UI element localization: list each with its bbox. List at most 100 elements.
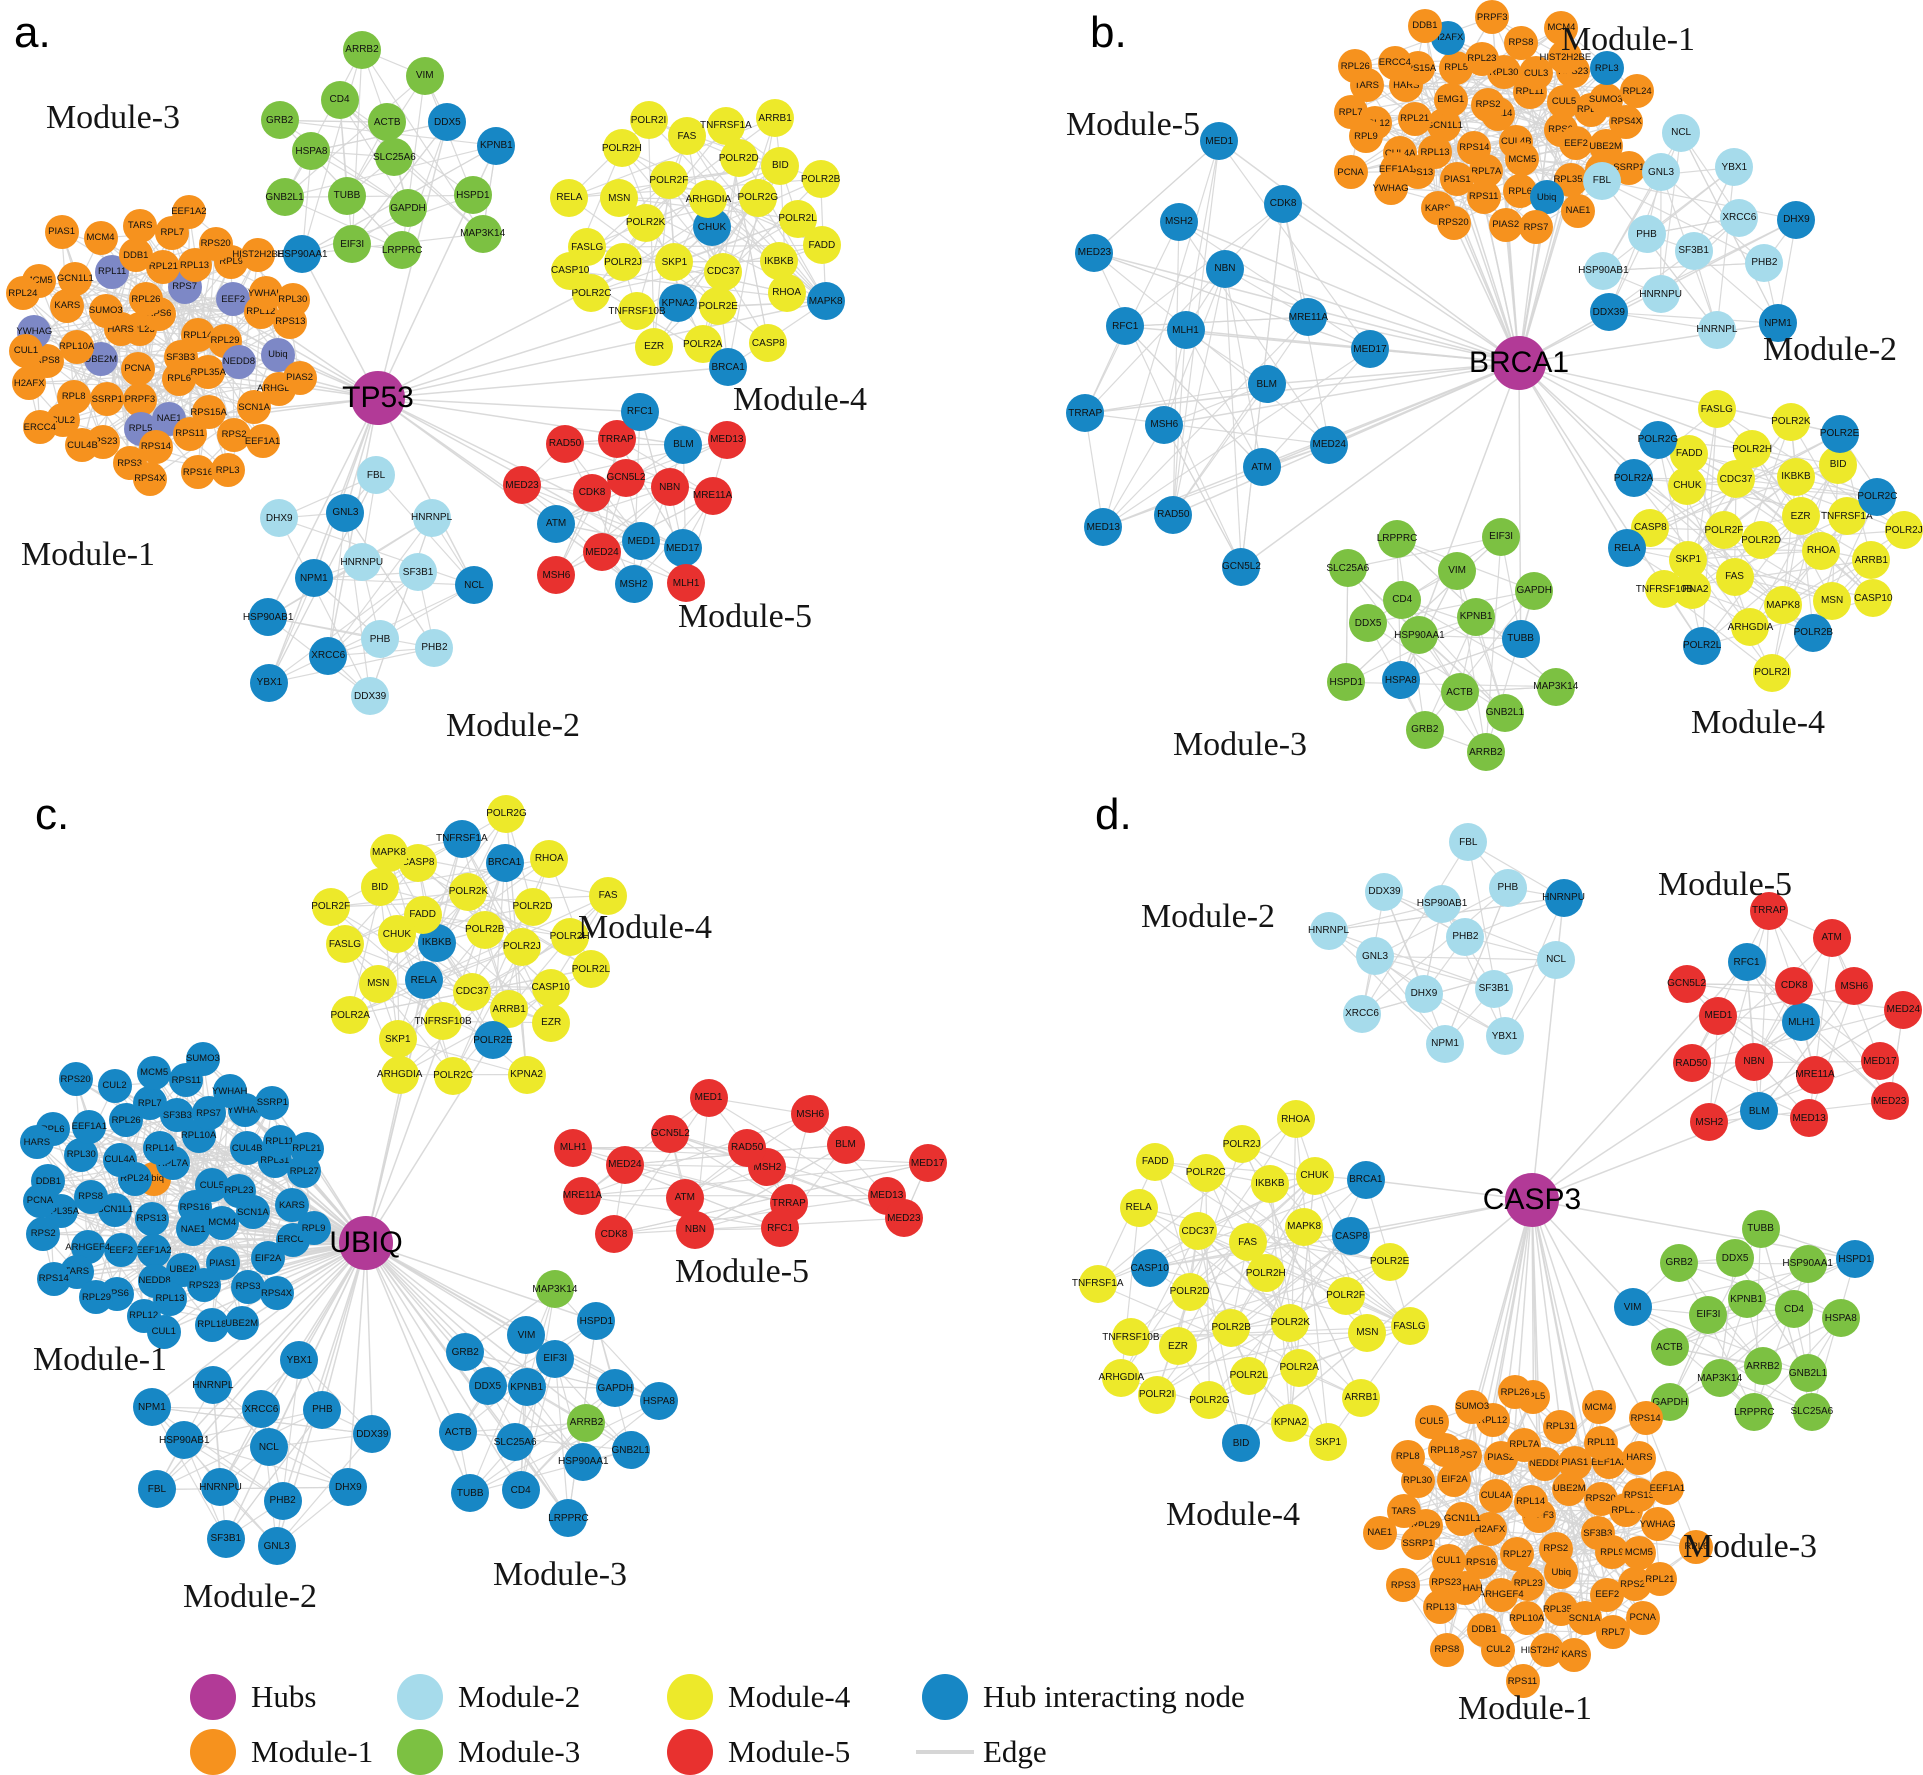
- network-node[interactable]: DHX9: [1777, 200, 1816, 239]
- network-node[interactable]: RPL13: [1423, 1590, 1458, 1625]
- network-node[interactable]: HSP90AA1: [1394, 616, 1445, 655]
- network-node[interactable]: POLR2H: [602, 129, 642, 168]
- network-node[interactable]: NBN: [650, 468, 689, 507]
- network-node[interactable]: FASLG: [325, 925, 364, 964]
- network-node[interactable]: SLC25A6: [494, 1423, 537, 1462]
- network-node[interactable]: ARHGDIA: [1728, 608, 1773, 647]
- network-node[interactable]: MED23: [1075, 233, 1114, 272]
- network-node[interactable]: MCM4: [83, 220, 118, 255]
- network-node[interactable]: RELA: [1119, 1188, 1158, 1227]
- network-node[interactable]: GNL3: [257, 1527, 296, 1565]
- network-node[interactable]: DDX39: [1589, 293, 1628, 332]
- network-node[interactable]: HSP90AA1: [1782, 1244, 1833, 1283]
- network-node[interactable]: HSPD1: [453, 176, 492, 215]
- network-node[interactable]: CASP10: [1130, 1249, 1169, 1288]
- network-node[interactable]: FASLG: [1390, 1307, 1429, 1346]
- network-node[interactable]: GNL3: [1642, 153, 1681, 192]
- network-node[interactable]: Ubiq: [1529, 180, 1564, 215]
- network-node[interactable]: DDX39: [351, 677, 390, 716]
- network-node[interactable]: POLR2G: [1189, 1381, 1230, 1420]
- network-node[interactable]: IKBKB: [1776, 457, 1815, 496]
- network-node[interactable]: MAPK8: [1764, 586, 1803, 625]
- network-node[interactable]: MAP3K14: [1533, 667, 1578, 706]
- network-node[interactable]: CASP10: [532, 968, 570, 1007]
- network-node[interactable]: PHB: [1488, 868, 1527, 907]
- network-node[interactable]: GNB2L1: [612, 1431, 650, 1470]
- network-node[interactable]: ARRB2: [342, 30, 381, 69]
- network-node[interactable]: POLR2I: [1753, 653, 1792, 692]
- network-node[interactable]: POLR2H: [1732, 430, 1772, 469]
- network-node[interactable]: CDC37: [1178, 1212, 1217, 1250]
- network-node[interactable]: RPS7: [1519, 210, 1553, 245]
- network-node[interactable]: RHOA: [530, 839, 569, 878]
- network-node[interactable]: BID: [1222, 1424, 1261, 1463]
- network-node[interactable]: HNRNPU: [199, 1468, 242, 1507]
- network-node[interactable]: POLR2E: [473, 1021, 513, 1060]
- network-node[interactable]: DDX39: [1365, 872, 1404, 911]
- network-node[interactable]: KPNA2: [507, 1055, 546, 1094]
- network-node[interactable]: PHB: [1627, 215, 1666, 254]
- network-node[interactable]: ARHGDIA: [1099, 1358, 1144, 1397]
- network-node[interactable]: POLR2J: [1884, 511, 1923, 550]
- network-node[interactable]: NAE1: [1561, 193, 1596, 228]
- network-node[interactable]: POLR2J: [1222, 1125, 1261, 1164]
- network-node[interactable]: SKP1: [655, 243, 694, 282]
- network-node[interactable]: MSH6: [1145, 405, 1184, 444]
- network-node[interactable]: POLR2A: [1279, 1348, 1319, 1387]
- network-node[interactable]: POLR2D: [513, 887, 553, 926]
- network-node[interactable]: HNRNPU: [1639, 275, 1682, 314]
- network-node[interactable]: MED17: [663, 529, 702, 568]
- network-node[interactable]: DDX5: [468, 1367, 507, 1406]
- network-node[interactable]: POLR2B: [1211, 1308, 1251, 1347]
- network-node[interactable]: SLC25A6: [373, 138, 416, 176]
- network-node[interactable]: ARRB1: [1342, 1378, 1381, 1417]
- network-node[interactable]: MED24: [1310, 425, 1349, 464]
- network-node[interactable]: GCN5L2: [607, 458, 645, 497]
- network-node[interactable]: HSP90AB1: [159, 1421, 210, 1460]
- network-node[interactable]: KPNB1: [477, 126, 516, 165]
- network-node[interactable]: HSP90AB1: [1417, 884, 1467, 923]
- network-node[interactable]: CASP10: [551, 251, 589, 290]
- network-node[interactable]: PHB2: [1446, 917, 1485, 956]
- network-node[interactable]: RPL26: [1338, 49, 1373, 84]
- network-node[interactable]: ERCC4: [22, 410, 57, 445]
- network-node[interactable]: MED13: [707, 420, 746, 459]
- network-node[interactable]: CD4: [1775, 1290, 1813, 1329]
- network-node[interactable]: GCN5L2: [1667, 964, 1706, 1003]
- network-node[interactable]: YWHAH: [212, 1074, 247, 1109]
- network-node[interactable]: PCNA: [120, 351, 155, 386]
- network-node[interactable]: RPS3: [1386, 1568, 1421, 1603]
- network-node[interactable]: FBL: [1449, 823, 1488, 862]
- network-node[interactable]: POLR2L: [572, 950, 610, 989]
- network-node[interactable]: GCN1L1: [1444, 1501, 1481, 1536]
- network-node[interactable]: EEF1A1: [1650, 1471, 1685, 1506]
- network-node[interactable]: SUMO3: [1455, 1389, 1490, 1424]
- network-node[interactable]: UBE2M: [224, 1306, 259, 1341]
- network-node[interactable]: CDK8: [595, 1215, 633, 1254]
- network-node[interactable]: FADD: [1136, 1142, 1175, 1181]
- network-node[interactable]: H2AFX: [12, 366, 47, 401]
- network-node[interactable]: HNRNPL: [1308, 911, 1349, 950]
- network-node[interactable]: DHX9: [1404, 974, 1443, 1013]
- network-node[interactable]: MAPK8: [369, 833, 408, 872]
- network-node[interactable]: CUL4A: [102, 1142, 137, 1177]
- network-node[interactable]: PIAS2: [1488, 207, 1523, 242]
- network-node[interactable]: GNB2L1: [1486, 693, 1524, 732]
- network-node[interactable]: GRB2: [1405, 710, 1444, 749]
- network-node[interactable]: CHUK: [1295, 1156, 1334, 1195]
- network-node[interactable]: RHOA: [1276, 1100, 1315, 1139]
- network-node[interactable]: RPS8: [1503, 25, 1538, 60]
- network-node[interactable]: HSP90AB1: [1578, 251, 1629, 290]
- network-node[interactable]: MSN: [1348, 1313, 1387, 1352]
- network-node[interactable]: POLR2G: [738, 178, 778, 217]
- network-node[interactable]: RPL29: [79, 1280, 114, 1315]
- network-node[interactable]: RPS2: [1471, 87, 1506, 122]
- network-node[interactable]: MED13: [1084, 508, 1123, 547]
- network-node[interactable]: BRCA1: [1346, 1160, 1385, 1199]
- network-node[interactable]: POLR2C: [1857, 477, 1897, 516]
- network-node[interactable]: FAS: [1228, 1223, 1267, 1262]
- network-node[interactable]: MED24: [582, 533, 621, 572]
- network-node[interactable]: POLR2E: [699, 287, 738, 326]
- network-node[interactable]: POLR2J: [502, 927, 541, 966]
- network-node[interactable]: POLR2F: [649, 161, 688, 200]
